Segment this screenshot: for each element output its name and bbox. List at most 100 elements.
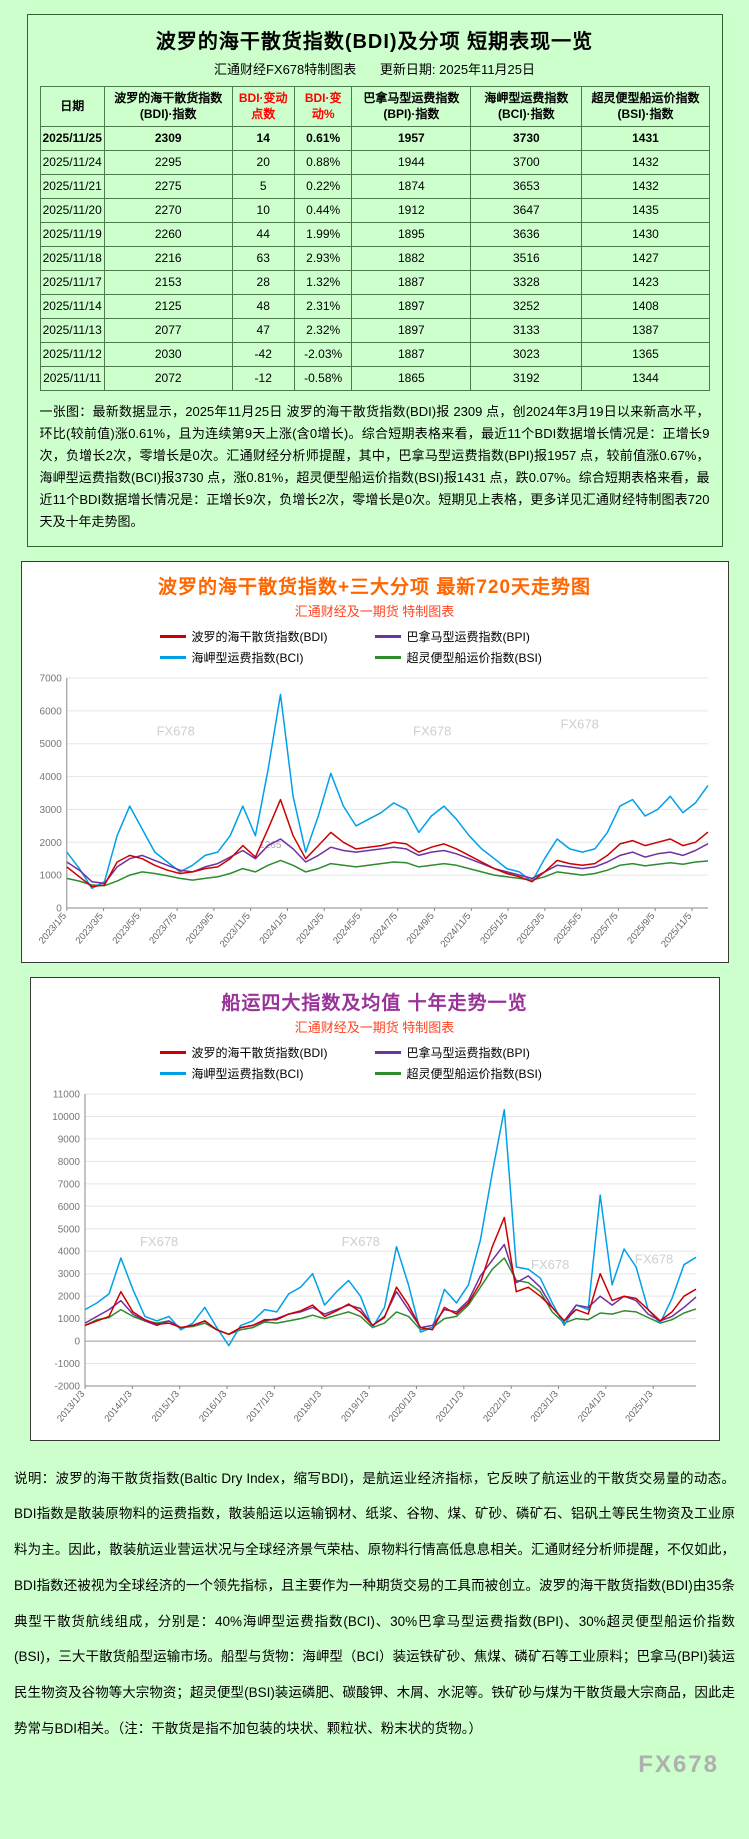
legend-label: 超灵便型船运价指数(BSI) — [406, 1066, 542, 1081]
table-cell: 20 — [231, 150, 295, 175]
column-header: BDI·变动% — [293, 86, 353, 127]
table-cell: 28 — [231, 270, 295, 295]
table-cell: 1865 — [351, 366, 472, 391]
table-cell: 3133 — [470, 318, 583, 343]
column-header: 海岬型运费指数(BCI)·指数 — [470, 86, 583, 127]
y-tick-label: 10000 — [52, 1112, 80, 1123]
x-tick-label: 2024/11/5 — [438, 910, 473, 949]
table-cell: -0.58% — [293, 366, 353, 391]
column-header: 波罗的海干散货指数(BDI)·指数 — [103, 86, 233, 127]
table-cell: 2025/11/11 — [39, 366, 105, 391]
table-row: 2025/11/21 2275 5 0.22% 1874 3653 1432 — [39, 174, 710, 199]
table-cell: 2.93% — [293, 246, 353, 271]
x-tick-label: 2018/1/3 — [291, 1388, 323, 1423]
legend-line-swatch — [374, 634, 401, 638]
table-cell: 2260 — [103, 222, 233, 247]
table-row: 2025/11/18 2216 63 2.93% 1882 3516 1427 — [39, 246, 710, 271]
table-cell: 2025/11/24 — [39, 150, 105, 175]
column-header: 日期 — [39, 86, 105, 127]
x-tick-label: 2021/1/3 — [433, 1388, 465, 1423]
legend-label: 海岬型运费指数(BCI) — [191, 650, 304, 665]
column-header: BDI·变动点数 — [231, 86, 295, 127]
y-tick-label: 5000 — [57, 1224, 80, 1235]
y-tick-label: 2000 — [57, 1291, 80, 1302]
table-cell: 1882 — [351, 246, 472, 271]
table-cell: 1423 — [581, 270, 710, 295]
table-row: 2025/11/25 2309 14 0.61% 1957 3730 1431 — [39, 126, 710, 151]
x-tick-label: 2023/9/5 — [183, 910, 215, 945]
table-cell: 2025/11/17 — [39, 270, 105, 295]
chart-annotation: 1265 — [259, 840, 282, 851]
table-cell: 1408 — [581, 294, 710, 319]
table-row: 2025/11/24 2295 20 0.88% 1944 3700 1432 — [39, 150, 710, 175]
table-cell: 1887 — [351, 342, 472, 367]
table-cell: 3647 — [470, 198, 583, 223]
y-tick-label: 1000 — [57, 1314, 80, 1325]
table-cell: 1435 — [581, 198, 710, 223]
table-cell: 1897 — [351, 294, 472, 319]
x-tick-label: 2024/7/5 — [367, 910, 399, 945]
x-tick-label: 2024/9/5 — [404, 910, 436, 945]
legend-label: 超灵便型船运价指数(BSI) — [406, 650, 542, 665]
chart-720day-panel: 波罗的海干散货指数+三大分项 最新720天走势图 汇通财经及一期货 特制图表 波… — [20, 560, 729, 963]
x-tick-label: 2023/7/5 — [147, 910, 179, 945]
table-cell: 1430 — [581, 222, 710, 247]
legend-label: 巴拿马型运费指数(BPI) — [406, 629, 530, 644]
legend-item: 波罗的海干散货指数(BDI) — [159, 628, 375, 645]
y-tick-label: 0 — [56, 903, 62, 914]
table-header-row: 日期 波罗的海干散货指数(BDI)·指数 BDI·变动点数 BDI·变动% 巴拿马型运费… — [39, 86, 710, 127]
x-tick-label: 2025/5/5 — [551, 910, 583, 945]
table-cell: 1944 — [351, 150, 472, 175]
table-cell: 1957 — [351, 126, 472, 151]
table-cell: 2025/11/21 — [39, 174, 105, 199]
table-cell: 2025/11/18 — [39, 246, 105, 271]
chart-watermark: FX678 — [634, 1251, 672, 1266]
table-cell: 3516 — [470, 246, 583, 271]
x-tick-label: 2015/1/3 — [149, 1388, 181, 1423]
table-cell: 2077 — [103, 318, 233, 343]
chart-watermark: FX678 — [560, 716, 598, 731]
table-cell: 1427 — [581, 246, 710, 271]
table-cell: 2125 — [103, 294, 233, 319]
chart-720day-title: 波罗的海干散货指数+三大分项 最新720天走势图 — [157, 576, 592, 598]
series-line — [84, 1243, 696, 1335]
y-tick-label: 6000 — [57, 1201, 80, 1212]
table-update-date: 更新日期: 2025年11月25日 — [379, 62, 536, 77]
x-tick-label: 2023/1/5 — [36, 910, 68, 945]
x-tick-label: 2022/1/3 — [481, 1388, 513, 1423]
x-tick-label: 2024/1/3 — [575, 1388, 607, 1423]
y-tick-label: 4000 — [39, 772, 62, 783]
legend-item: 超灵便型船运价指数(BSI) — [374, 649, 590, 666]
y-tick-label: 3000 — [39, 804, 62, 815]
page: { "page": { "watermark": "FX678", "bg": … — [0, 14, 749, 1839]
bdi-short-term-table-panel: 波罗的海干散货指数(BDI)及分项 短期表现一览 汇通财经FX678特制图表 更… — [26, 14, 723, 547]
chart-720day-legend: 波罗的海干散货指数(BDI) 巴拿马型运费指数(BPI) 海岬型运费指数(BCI) 超… — [140, 626, 610, 668]
chart-10year-legend: 波罗的海干散货指数(BDI) 巴拿马型运费指数(BPI) 海岬型运费指数(BCI) 超… — [140, 1042, 610, 1084]
legend-item: 海岬型运费指数(BCI) — [159, 649, 375, 666]
y-tick-label: 4000 — [57, 1246, 80, 1257]
table-row: 2025/11/11 2072 -12 -0.58% 1865 3192 1344 — [39, 366, 710, 391]
x-tick-label: 2023/1/3 — [528, 1388, 560, 1423]
table-cell: 1.99% — [293, 222, 353, 247]
legend-line-swatch — [374, 1050, 401, 1054]
table-cell: 48 — [231, 294, 295, 319]
chart-10year-subtitle: 汇通财经及一期货 特制图表 — [294, 1019, 455, 1035]
x-tick-label: 2014/1/3 — [102, 1388, 134, 1423]
table-cell: 3252 — [470, 294, 583, 319]
table-cell: 2072 — [103, 366, 233, 391]
legend-line-swatch — [159, 634, 186, 638]
x-tick-label: 2017/1/3 — [244, 1388, 276, 1423]
y-tick-label: 5000 — [39, 739, 62, 750]
table-cell: 1912 — [351, 198, 472, 223]
table-cell: 5 — [231, 174, 295, 199]
column-header: 超灵便型船运价指数(BSI)·指数 — [581, 86, 710, 127]
legend-item: 波罗的海干散货指数(BDI) — [159, 1044, 375, 1061]
table-cell: 3328 — [470, 270, 583, 295]
table-cell: 0.44% — [293, 198, 353, 223]
series-line — [65, 837, 708, 884]
legend-line-swatch — [374, 1071, 401, 1075]
x-tick-label: 2013/1/3 — [55, 1388, 87, 1423]
table-cell: 44 — [231, 222, 295, 247]
table-cell: 63 — [231, 246, 295, 271]
chart-10year-svg: -2000 -1000 0 1000 2000 3000 4000 5000 6000 7000 8… — [52, 1089, 696, 1424]
